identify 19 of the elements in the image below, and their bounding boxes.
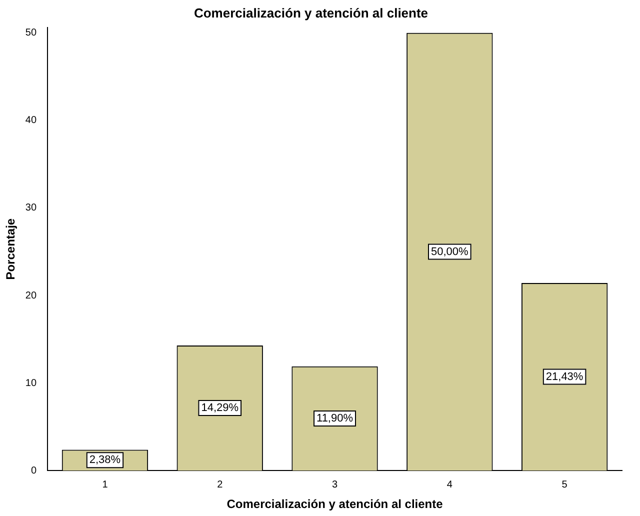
x-tick-label: 2 [217,479,224,490]
x-tick-label: 4 [446,479,453,490]
data-label: 50,00% [431,246,469,258]
x-tick-label: 1 [102,479,108,490]
data-label: 21,43% [546,370,584,383]
data-label: 2,38% [89,454,121,466]
chart-title: Comercialización y atención al cliente [194,5,428,20]
y-tick-label: 30 [25,202,37,214]
y-tick-label: 20 [25,290,37,302]
y-axis-title: Porcentaje [4,218,18,280]
y-tick-label: 10 [25,378,37,389]
y-tick-label: 50 [25,28,37,39]
data-label: 14,29% [201,402,239,414]
x-tick-label: 5 [562,479,568,490]
y-tick-label: 0 [30,465,37,476]
data-label: 11,90% [316,412,354,425]
y-tick-label: 40 [25,115,37,126]
x-tick-label: 3 [332,479,338,490]
x-axis-title: Comercialización y atención al cliente [226,497,444,512]
